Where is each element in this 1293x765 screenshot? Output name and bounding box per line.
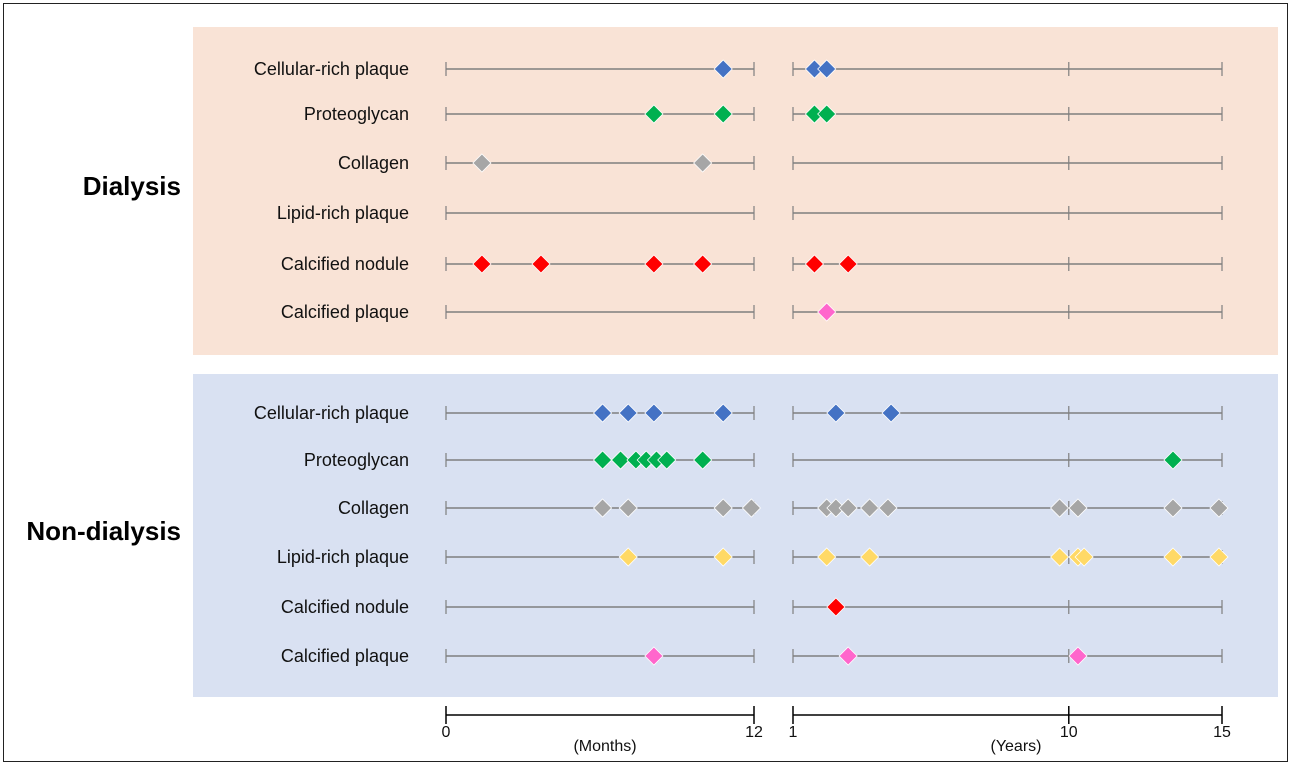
row-label: Cellular-rich plaque (254, 403, 409, 423)
group-label: Non-dialysis (26, 516, 181, 546)
month-event-marker (618, 403, 638, 423)
year-event-marker (1163, 547, 1183, 567)
month-event-marker (610, 450, 631, 470)
month-event-marker (644, 104, 664, 124)
panel-background (193, 374, 1278, 697)
month-event-marker (644, 646, 664, 666)
year-event-marker (860, 547, 880, 567)
group-label: Dialysis (83, 171, 181, 201)
year-event-marker (817, 302, 837, 322)
month-event-marker (618, 547, 638, 567)
month-event-marker (472, 153, 492, 173)
month-event-marker (618, 498, 638, 518)
year-event-marker (1050, 498, 1070, 518)
month-event-marker (693, 254, 713, 274)
month-event-marker (644, 254, 664, 274)
row-label: Collagen (338, 153, 409, 173)
year-event-marker (826, 597, 846, 617)
years-tick-label: 10 (1060, 724, 1078, 741)
year-event-marker (881, 403, 901, 423)
months-unit-label: (Months) (573, 738, 636, 755)
year-event-marker (1068, 646, 1088, 666)
year-event-marker (860, 498, 880, 518)
year-event-marker (1163, 498, 1183, 518)
month-event-marker (713, 59, 733, 79)
timeline-row: Calcified plaque (281, 302, 1223, 322)
timeline-row: Calcified plaque (281, 646, 1223, 666)
row-label: Calcified nodule (281, 254, 409, 274)
year-event-marker (838, 254, 858, 274)
year-event-marker (1074, 547, 1094, 567)
month-event-marker (472, 254, 492, 274)
year-event-marker (817, 547, 837, 567)
timeline-row: Cellular-rich plaque (254, 59, 1223, 79)
row-label: Cellular-rich plaque (254, 59, 409, 79)
timeline-row: Collagen (338, 498, 1229, 518)
year-event-marker (1209, 498, 1229, 518)
timeline-row: Cellular-rich plaque (254, 403, 1223, 423)
timeline-row: Collagen (338, 153, 1223, 173)
year-event-marker (804, 254, 825, 274)
row-label: Proteoglycan (304, 104, 409, 124)
year-event-marker (1209, 547, 1229, 567)
month-event-marker (693, 153, 713, 173)
years-unit-label: (Years) (991, 738, 1042, 755)
month-event-marker (713, 403, 733, 423)
month-event-marker (713, 547, 733, 567)
panel-dialysis: Dialysis Cellular-rich plaque Proteoglycan… (83, 27, 1278, 355)
panel-background (193, 27, 1278, 355)
months-tick-label: 0 (442, 724, 451, 741)
panel-non-dialysis: Non-dialysis Cellular-rich plaque Proteogl… (26, 374, 1278, 697)
year-event-marker (817, 104, 837, 124)
month-event-marker (593, 403, 613, 423)
timeline-row: Proteoglycan (304, 450, 1223, 470)
year-event-marker (1050, 547, 1070, 567)
month-event-marker (593, 498, 613, 518)
years-tick-label: 15 (1213, 724, 1231, 741)
month-event-marker (593, 450, 613, 470)
month-event-marker (741, 498, 761, 518)
row-label: Calcified nodule (281, 597, 409, 617)
year-event-marker (817, 59, 837, 79)
years-tick-label: 1 (789, 724, 798, 741)
year-event-marker (826, 403, 846, 423)
row-label: Calcified plaque (281, 302, 409, 322)
month-event-marker (531, 254, 551, 274)
figure-frame (3, 3, 1288, 762)
year-event-marker (878, 498, 898, 518)
row-label: Calcified plaque (281, 646, 409, 666)
month-event-marker (713, 498, 733, 518)
month-event-marker (693, 450, 713, 470)
row-label: Collagen (338, 498, 409, 518)
timeline-row: Proteoglycan (304, 104, 1223, 124)
row-label: Lipid-rich plaque (277, 547, 409, 567)
timeline-row: Calcified nodule (281, 597, 1223, 617)
bottom-axes: 0 12 1 10 15 (Months) (Years) (442, 706, 1231, 755)
row-label: Lipid-rich plaque (277, 203, 409, 223)
month-event-marker (713, 104, 733, 124)
year-event-marker (1163, 450, 1183, 470)
row-label: Proteoglycan (304, 450, 409, 470)
year-event-marker (838, 498, 858, 518)
year-event-marker (838, 646, 858, 666)
timeline-row: Lipid-rich plaque (277, 547, 1229, 567)
timeline-row: Calcified nodule (281, 254, 1223, 274)
year-event-marker (1068, 498, 1088, 518)
month-event-marker (657, 450, 677, 470)
timeline-row: Lipid-rich plaque (277, 203, 1223, 223)
months-tick-label: 12 (745, 724, 763, 741)
month-event-marker (644, 403, 664, 423)
